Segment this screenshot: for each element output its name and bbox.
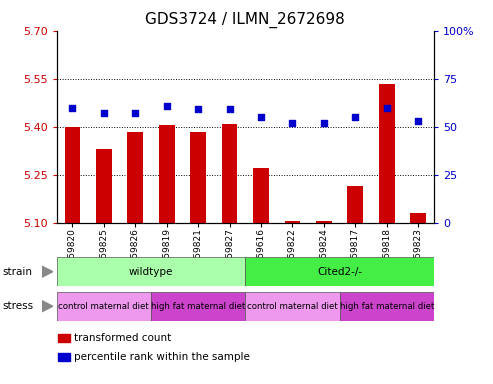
Text: control maternal diet: control maternal diet <box>247 302 338 311</box>
Bar <box>284 221 300 223</box>
Text: wildtype: wildtype <box>129 266 173 277</box>
Point <box>288 120 296 126</box>
Bar <box>190 131 206 223</box>
Point <box>194 106 202 113</box>
Text: strain: strain <box>2 266 33 277</box>
Bar <box>151 292 245 321</box>
Bar <box>410 213 426 223</box>
Polygon shape <box>42 266 53 277</box>
Bar <box>58 334 70 342</box>
Bar <box>57 292 151 321</box>
Bar <box>222 124 238 223</box>
Title: GDS3724 / ILMN_2672698: GDS3724 / ILMN_2672698 <box>145 12 345 28</box>
Bar <box>253 168 269 223</box>
Point <box>163 103 171 109</box>
Bar <box>96 149 112 223</box>
Bar <box>379 83 394 223</box>
Bar <box>58 353 70 361</box>
Bar <box>245 292 340 321</box>
Text: high fat maternal diet: high fat maternal diet <box>151 302 246 311</box>
Point <box>257 114 265 120</box>
Text: transformed count: transformed count <box>74 333 172 343</box>
Point <box>131 110 139 116</box>
Text: Cited2-/-: Cited2-/- <box>317 266 362 277</box>
Bar <box>65 127 80 223</box>
Bar <box>127 131 143 223</box>
Point <box>383 104 390 111</box>
Text: high fat maternal diet: high fat maternal diet <box>340 302 434 311</box>
Point <box>320 120 328 126</box>
Bar <box>57 257 245 286</box>
Point <box>69 104 76 111</box>
Text: control maternal diet: control maternal diet <box>59 302 149 311</box>
Bar <box>348 186 363 223</box>
Point <box>226 106 234 113</box>
Point <box>414 118 422 124</box>
Point <box>100 110 108 116</box>
Bar <box>340 292 434 321</box>
Text: percentile rank within the sample: percentile rank within the sample <box>74 352 250 362</box>
Bar <box>159 125 175 223</box>
Polygon shape <box>42 301 53 312</box>
Point <box>352 114 359 120</box>
Text: stress: stress <box>2 301 34 311</box>
Bar <box>245 257 434 286</box>
Bar <box>316 221 332 223</box>
